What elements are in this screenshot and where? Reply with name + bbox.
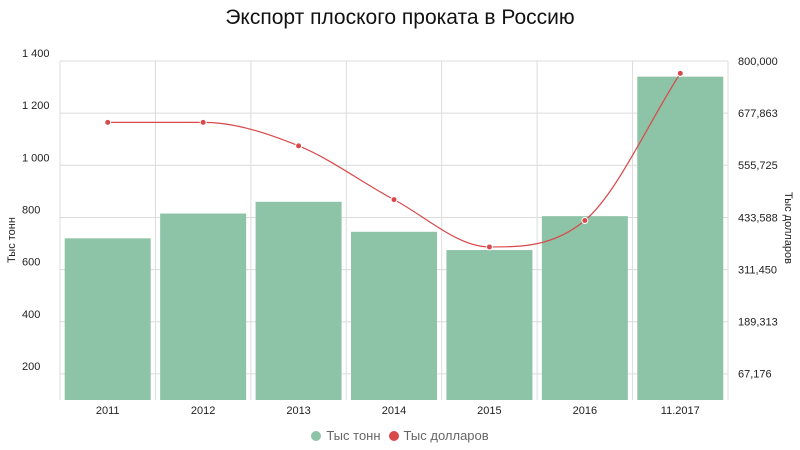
line-point xyxy=(581,217,589,225)
y-tick-label-left: 200 xyxy=(22,361,40,373)
y-tick-label-right: 189,313 xyxy=(738,316,778,328)
legend-swatch-dollars xyxy=(388,430,399,441)
legend-label-tons: Тыс тонн xyxy=(326,428,381,443)
line-point xyxy=(104,118,112,126)
chart-title: Экспорт плоского проката в Россию xyxy=(225,6,575,29)
bar xyxy=(64,238,151,400)
legend-item-tons[interactable]: Тыс тонн xyxy=(311,428,381,443)
y-tick-label-left: 800 xyxy=(22,204,40,216)
legend-label-dollars: Тыс долларов xyxy=(403,428,489,443)
line-point xyxy=(676,69,684,77)
x-tick-label: 2013 xyxy=(286,405,310,417)
legend-item-dollars[interactable]: Тыс долларов xyxy=(388,428,489,443)
y-tick-label-right: 67,176 xyxy=(738,369,772,381)
bar xyxy=(160,213,247,400)
x-tick-label: 2012 xyxy=(191,405,215,417)
bar xyxy=(637,76,724,401)
y-tick-label-right: 311,450 xyxy=(738,264,777,276)
x-tick-label: 2016 xyxy=(573,405,597,417)
x-tick-label: 2014 xyxy=(382,405,406,417)
y-tick-label-left: 1 400 xyxy=(22,48,50,60)
x-tick-label: 2011 xyxy=(96,405,120,417)
x-tick-label: 11.2017 xyxy=(661,405,700,417)
bar xyxy=(351,231,437,400)
y-tick-label-left: 1 200 xyxy=(22,100,50,112)
y-tick-label-right: 555,725 xyxy=(738,160,778,172)
bar xyxy=(446,250,533,400)
y-axis-left-title: Тыс тонн xyxy=(6,217,18,263)
y-tick-label-left: 1 000 xyxy=(22,152,50,164)
line-point xyxy=(295,142,303,150)
x-tick-label: 2015 xyxy=(477,405,501,417)
line-point xyxy=(485,243,493,251)
y-tick-label-left: 400 xyxy=(22,309,40,321)
line-point xyxy=(199,118,207,126)
legend: Тыс тонн Тыс долларов xyxy=(0,428,800,443)
legend-swatch-tons xyxy=(311,430,322,441)
bar xyxy=(541,216,628,400)
line-point xyxy=(390,196,398,204)
y-tick-label-right: 800,000 xyxy=(738,56,778,68)
y-axis-right-title: Тыс долларов xyxy=(782,191,794,265)
y-tick-label-right: 677,863 xyxy=(738,108,778,120)
bar xyxy=(255,201,342,400)
y-tick-label-left: 600 xyxy=(22,257,40,269)
y-tick-label-right: 433,588 xyxy=(738,212,778,224)
